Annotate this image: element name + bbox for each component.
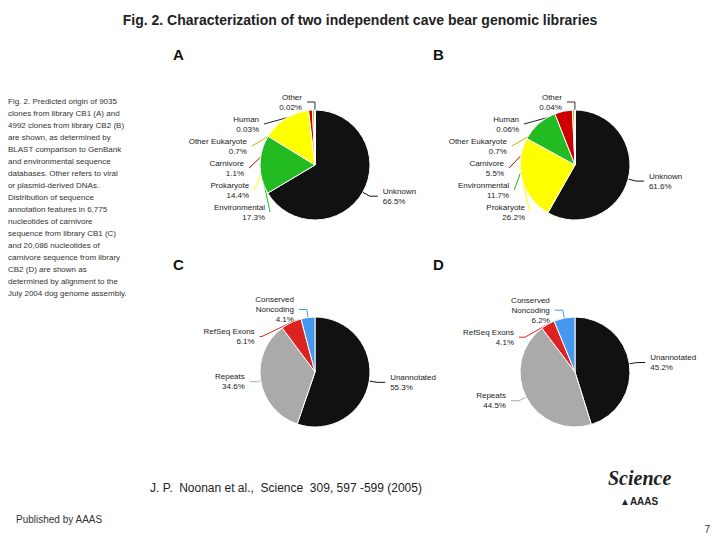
svg-text:Other: Other <box>542 93 562 102</box>
svg-text:Fig. 2. Characterization of tw: Fig. 2. Characterization of two independ… <box>123 12 598 28</box>
svg-text:0.03%: 0.03% <box>236 125 259 134</box>
svg-text:annotation features in 6,775: annotation features in 6,775 <box>8 205 108 214</box>
svg-text:Other Eukaryote: Other Eukaryote <box>189 137 248 146</box>
svg-text:14.4%: 14.4% <box>226 191 249 200</box>
svg-text:1.1%: 1.1% <box>226 169 244 178</box>
svg-text:6.2%: 6.2% <box>532 316 550 325</box>
svg-text:4.1%: 4.1% <box>276 315 294 324</box>
svg-text:and environmental sequence: and environmental sequence <box>8 157 111 166</box>
svg-text:Repeats: Repeats <box>215 372 245 381</box>
svg-text:Unknown: Unknown <box>383 187 416 196</box>
svg-text:Distribution of sequence: Distribution of sequence <box>8 193 94 202</box>
svg-text:carnivore sequence from librar: carnivore sequence from library <box>8 253 120 262</box>
svg-text:45.2%: 45.2% <box>650 363 673 372</box>
svg-text:Noncoding: Noncoding <box>512 306 550 315</box>
svg-text:are shown, as determined by: are shown, as determined by <box>8 133 111 142</box>
svg-text:55.3%: 55.3% <box>390 383 413 392</box>
svg-text:Prokaryote: Prokaryote <box>486 203 525 212</box>
svg-text:Published by AAAS: Published by AAAS <box>16 514 102 525</box>
svg-text:6.1%: 6.1% <box>236 337 254 346</box>
svg-text:17.3%: 17.3% <box>242 213 265 222</box>
svg-text:determined by alignment to the: determined by alignment to the <box>8 277 118 286</box>
svg-text:34.6%: 34.6% <box>222 382 245 391</box>
svg-text:0.02%: 0.02% <box>279 103 302 112</box>
svg-text:Other Eukaryote: Other Eukaryote <box>449 137 508 146</box>
svg-text:Conserved: Conserved <box>511 296 550 305</box>
svg-text:sequence from library CB1 (C): sequence from library CB1 (C) <box>8 229 116 238</box>
svg-text:databases. Other refers to vir: databases. Other refers to viral <box>8 169 118 178</box>
svg-text:0.7%: 0.7% <box>489 147 507 156</box>
svg-text:Human: Human <box>233 115 259 124</box>
svg-text:July 2004 dog genome assembly.: July 2004 dog genome assembly. <box>8 289 127 298</box>
svg-text:4992 clones from library CB2 (: 4992 clones from library CB2 (B) <box>8 121 124 130</box>
svg-text:11.7%: 11.7% <box>487 191 509 200</box>
svg-text:66.5%: 66.5% <box>383 197 406 206</box>
svg-text:clones from library CB1 (A) an: clones from library CB1 (A) and <box>8 109 120 118</box>
svg-text:Environmental: Environmental <box>458 181 509 190</box>
svg-text:Unknown: Unknown <box>649 172 682 181</box>
svg-text:Noncoding: Noncoding <box>256 305 294 314</box>
svg-text:and 20,086 nucleotides of: and 20,086 nucleotides of <box>8 241 100 250</box>
svg-text:B: B <box>433 46 444 63</box>
svg-text:5.5%: 5.5% <box>486 169 504 178</box>
svg-text:C: C <box>173 256 184 273</box>
svg-text:44.5%: 44.5% <box>483 401 506 410</box>
svg-text:0.04%: 0.04% <box>539 103 562 112</box>
svg-text:Carnivore: Carnivore <box>469 159 504 168</box>
svg-text:61.6%: 61.6% <box>649 182 672 191</box>
svg-text:Unannotated: Unannotated <box>390 373 436 382</box>
svg-text:0.7%: 0.7% <box>229 147 247 156</box>
svg-text:A: A <box>173 46 184 63</box>
svg-text:nucleotides of carnivore: nucleotides of carnivore <box>8 217 93 226</box>
svg-text:7: 7 <box>704 524 710 535</box>
svg-text:RefSeq Exons: RefSeq Exons <box>203 327 254 336</box>
svg-text:Human: Human <box>493 115 519 124</box>
svg-text:Unannotated: Unannotated <box>650 353 696 362</box>
svg-text:or plasmid-derived DNAs.: or plasmid-derived DNAs. <box>8 181 99 190</box>
svg-text:Conserved: Conserved <box>255 295 294 304</box>
svg-text:▲AAAS: ▲AAAS <box>620 496 659 507</box>
svg-text:Environmental: Environmental <box>214 203 265 212</box>
svg-text:Carnivore: Carnivore <box>209 159 244 168</box>
svg-text:Prokaryote: Prokaryote <box>210 181 249 190</box>
svg-text:4.1%: 4.1% <box>496 338 514 347</box>
svg-text:RefSeq Exons: RefSeq Exons <box>463 328 514 337</box>
svg-text:Repeats: Repeats <box>476 391 506 400</box>
svg-text:26.2%: 26.2% <box>502 213 525 222</box>
svg-text:Other: Other <box>282 93 302 102</box>
svg-text:D: D <box>433 256 444 273</box>
svg-text:Science: Science <box>608 467 671 489</box>
svg-text:J. P. Noonan et al., Science: J. P. Noonan et al., Science 309, 597 -5… <box>150 481 422 495</box>
svg-text:BLAST comparison to GenBank: BLAST comparison to GenBank <box>8 145 122 154</box>
svg-text:Fig. 2. Predicted origin of 90: Fig. 2. Predicted origin of 9035 <box>8 97 118 106</box>
svg-text:0.06%: 0.06% <box>496 125 519 134</box>
svg-text:CB2 (D) are shown as: CB2 (D) are shown as <box>8 265 87 274</box>
